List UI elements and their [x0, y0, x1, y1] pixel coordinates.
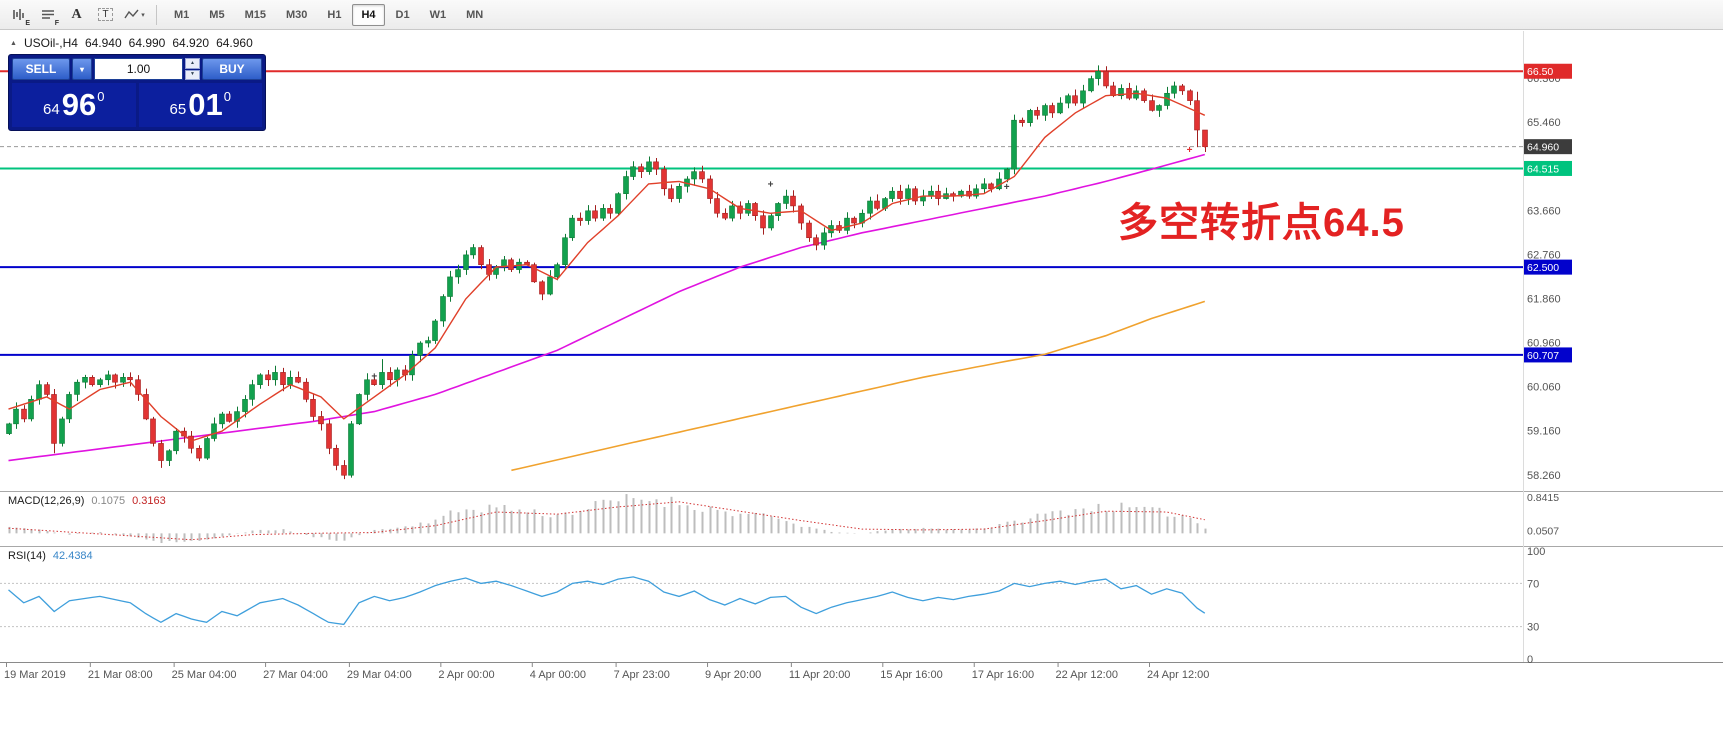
rsi-axis-label: 70 — [1527, 578, 1539, 590]
price-axis-label: 59.160 — [1527, 426, 1561, 438]
buy-price-point: 0 — [223, 88, 231, 104]
price-badge — [1524, 259, 1572, 275]
one-click-trading-panel: SELL ▾ ▲ ▼ BUY 64 96 0 65 01 0 — [8, 54, 266, 131]
rsi-value: 42.4384 — [52, 550, 93, 562]
rsi-axis-label: 30 — [1527, 622, 1539, 634]
high-value: 64.990 — [128, 36, 166, 50]
price-badge — [1524, 347, 1572, 363]
time-axis-label: 9 Apr 20:00 — [705, 669, 761, 681]
buy-price-pips: 01 — [188, 87, 223, 122]
macd-signal-line — [8, 501, 1205, 541]
chart-marker: + — [371, 371, 377, 382]
time-axis-label: 24 Apr 12:00 — [1147, 669, 1209, 681]
price-axis-label: 62.760 — [1527, 249, 1561, 261]
time-axis-label: 22 Apr 12:00 — [1056, 669, 1118, 681]
ma-slow-line — [511, 300, 1206, 472]
price-axis-label: 61.860 — [1527, 293, 1561, 305]
sell-price-whole: 64 — [43, 100, 60, 118]
macd-label: MACD(12,26,9) 0.1075 0.3163 — [8, 495, 166, 507]
buy-price-whole: 65 — [169, 100, 187, 118]
text-label-tool-icon[interactable]: T — [92, 3, 119, 27]
chart-marker: + — [1202, 141, 1208, 152]
volume-decrease-button[interactable]: ▼ — [185, 69, 200, 80]
volume-spinner: ▲ ▼ — [185, 58, 200, 80]
timeframe-d1[interactable]: D1 — [387, 4, 419, 26]
buy-price-display[interactable]: 65 01 0 — [138, 83, 262, 127]
price-axis-label: 58.260 — [1527, 470, 1561, 482]
sell-price-display[interactable]: 64 96 0 — [12, 83, 136, 127]
timeframe-mn[interactable]: MN — [457, 4, 492, 26]
rsi-axis-label: 100 — [1527, 546, 1545, 558]
volume-dropdown-button[interactable]: ▾ — [72, 58, 92, 80]
macd-axis-label: 0.0507 — [1527, 526, 1559, 538]
toolbar: E F A T ▾ M1 M5 M15 M30 H1 H4 D1 W1 MN — [0, 0, 1723, 30]
sell-button[interactable]: SELL — [12, 58, 70, 80]
low-value: 64.920 — [172, 36, 210, 50]
time-axis-label: 25 Mar 04:00 — [172, 669, 237, 681]
timeframe-m1[interactable]: M1 — [165, 4, 198, 26]
macd-main-value: 0.1075 — [91, 495, 126, 507]
macd-signal-value: 0.3163 — [132, 495, 166, 507]
timeframes-group: M1 M5 M15 M30 H1 H4 D1 W1 MN — [164, 3, 493, 26]
chart-ohlc-header: ▲ USOil-,H4 64.940 64.990 64.920 64.960 — [10, 36, 253, 50]
volume-increase-button[interactable]: ▲ — [185, 58, 200, 69]
time-axis-label: 7 Apr 23:00 — [614, 669, 670, 681]
time-axis-label: 4 Apr 00:00 — [530, 669, 586, 681]
buy-button[interactable]: BUY — [202, 58, 262, 80]
ma-mid-line — [8, 153, 1206, 462]
chart-marker: + — [1187, 145, 1193, 156]
price-badge-text: 62.500 — [1527, 262, 1559, 274]
toolbar-separator — [156, 4, 157, 25]
rsi-line — [8, 576, 1206, 626]
sell-price-pips: 96 — [61, 87, 97, 122]
price-badge — [1524, 160, 1572, 176]
price-badge-text: 66.50 — [1527, 66, 1553, 78]
chart-marker: + — [1004, 182, 1010, 193]
timeframe-m15[interactable]: M15 — [236, 4, 275, 26]
text-tool-icon[interactable]: A — [63, 3, 90, 27]
time-axis-label: 11 Apr 20:00 — [789, 669, 851, 681]
open-value: 64.940 — [84, 36, 122, 50]
rsi-axis-label: 0 — [1527, 654, 1533, 666]
rsi-name: RSI(14) — [8, 550, 46, 562]
tool-icons-group: E F A T ▾ — [4, 3, 149, 27]
price-axis-label: 60.060 — [1527, 382, 1561, 394]
price-badge-text: 60.707 — [1527, 350, 1559, 362]
data-window-icon[interactable]: F — [34, 3, 61, 27]
chart-window-icon[interactable]: E — [5, 3, 32, 27]
timeframe-h1[interactable]: H1 — [318, 4, 350, 26]
time-axis-label: 19 Mar 2019 — [4, 669, 66, 681]
price-badge — [1524, 63, 1572, 79]
ma-fast-line — [8, 92, 1206, 442]
price-badge — [1524, 139, 1572, 155]
time-axis-label: 2 Apr 00:00 — [438, 669, 494, 681]
price-axis-label: 65.460 — [1527, 117, 1561, 129]
symbol-timeframe: USOil-,H4 — [23, 36, 78, 50]
timeframe-m30[interactable]: M30 — [277, 4, 316, 26]
time-axis-label: 15 Apr 16:00 — [880, 669, 942, 681]
collapse-chart-icon[interactable]: ▲ — [10, 39, 17, 47]
timeframe-w1[interactable]: W1 — [421, 4, 456, 26]
time-axis-label: 21 Mar 08:00 — [88, 669, 153, 681]
price-badge-text: 64.960 — [1527, 142, 1559, 154]
macd-axis-label: 0.8415 — [1527, 492, 1559, 504]
macd-name: MACD(12,26,9) — [8, 495, 85, 507]
time-axis-label: 29 Mar 04:00 — [347, 669, 412, 681]
chart-annotation[interactable]: 多空转折点64.5 — [1118, 201, 1405, 245]
price-badge-text: 64.515 — [1527, 163, 1559, 175]
timeframe-h4[interactable]: H4 — [352, 3, 385, 26]
rsi-label: RSI(14) 42.4384 — [8, 550, 93, 562]
price-axis-label: 60.960 — [1527, 338, 1561, 350]
chart-marker: + — [768, 179, 774, 190]
sell-price-point: 0 — [97, 88, 105, 104]
time-axis-label: 27 Mar 04:00 — [263, 669, 328, 681]
timeframe-m5[interactable]: M5 — [200, 4, 233, 26]
time-axis-label: 17 Apr 16:00 — [972, 669, 1034, 681]
drawing-tools-icon[interactable]: ▾ — [121, 3, 148, 27]
close-value: 64.960 — [216, 36, 253, 50]
volume-input[interactable] — [94, 58, 183, 80]
price-axis-label: 63.660 — [1527, 205, 1561, 217]
